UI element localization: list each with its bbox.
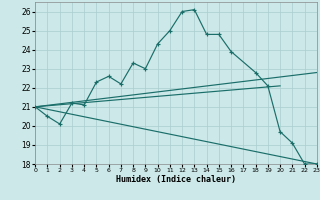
X-axis label: Humidex (Indice chaleur): Humidex (Indice chaleur) [116,175,236,184]
